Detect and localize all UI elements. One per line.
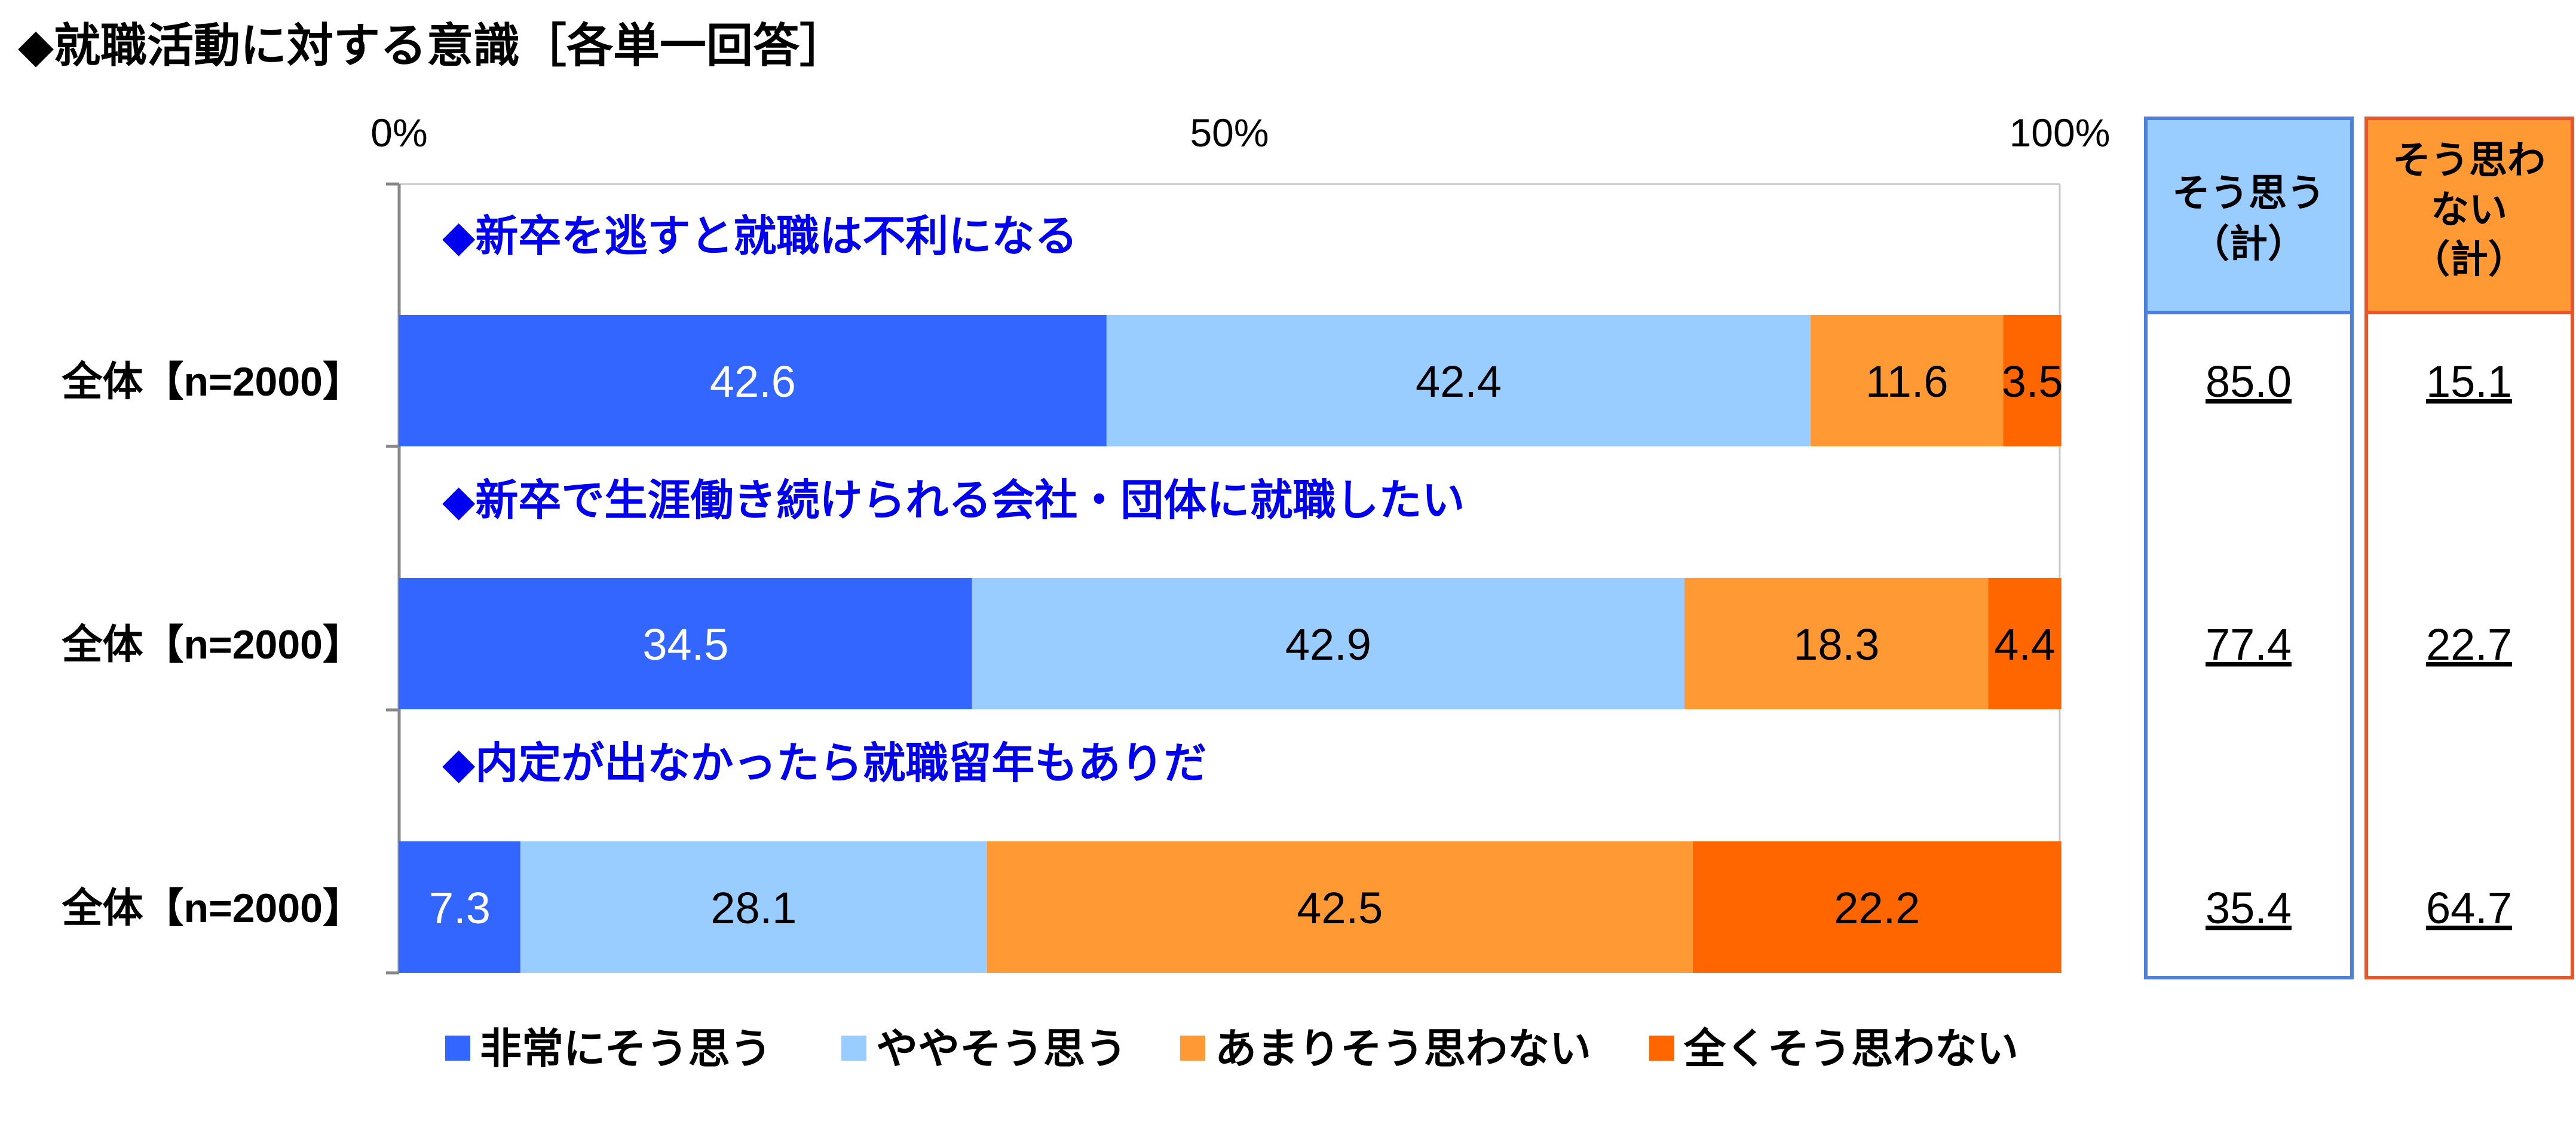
chart-title: ◆就職活動に対する意識［各単一回答］ <box>18 19 846 73</box>
question-label: ◆新卒で生涯働き続けられる会社・団体に就職したい <box>442 477 1465 525</box>
bar-segment <box>2003 315 2062 446</box>
question-label: ◆内定が出なかったら就職留年もありだ <box>442 740 1206 788</box>
x-tick-label: 0% <box>370 111 427 155</box>
disagree-header-label: そう思わ <box>2393 139 2546 182</box>
bar-segment <box>399 315 1107 446</box>
agree-header-label: そう思う <box>2172 172 2325 215</box>
disagree-total-value: 64.7 <box>2426 883 2512 933</box>
x-tick-label: 100% <box>2010 111 2111 155</box>
bar-value-label: 22.2 <box>1834 883 1920 933</box>
bar-segment <box>1692 841 2062 973</box>
bar-segment <box>399 841 520 973</box>
bar-value-label: 4.4 <box>1994 620 2056 669</box>
row-label: 全体【n=2000】 <box>61 359 363 405</box>
legend-swatch <box>445 1036 470 1061</box>
bar-segment <box>520 841 987 973</box>
bar-value-label: 18.3 <box>1793 620 1879 669</box>
bar-value-label: 42.6 <box>710 357 796 406</box>
legend-label: あまりそう思わない <box>1215 1025 1591 1072</box>
bar-value-label: 28.1 <box>710 883 797 933</box>
agree-summary-box <box>2144 117 2354 979</box>
legend-swatch <box>1180 1036 1205 1061</box>
bar-segment <box>987 841 1693 973</box>
bar-value-label: 7.3 <box>429 883 491 933</box>
bar-value-label: 3.5 <box>2002 357 2063 406</box>
agree-header-label: （計） <box>2191 222 2306 265</box>
x-tick-label: 50% <box>1190 111 1269 155</box>
bar-value-label: 42.9 <box>1285 620 1371 669</box>
bar-value-label: 42.4 <box>1416 357 1502 406</box>
legend-swatch <box>1649 1036 1674 1061</box>
bar-segment <box>399 578 972 709</box>
disagree-total-value: 15.1 <box>2426 357 2512 406</box>
bar-segment <box>1988 578 2062 709</box>
legend-label: ややそう思う <box>876 1025 1127 1072</box>
row-label: 全体【n=2000】 <box>61 886 363 931</box>
disagree-total-value: 22.7 <box>2426 620 2512 669</box>
question-label: ◆新卒を逃すと就職は不利になる <box>442 213 1077 261</box>
agree-total-value: 35.4 <box>2206 883 2292 933</box>
bar-value-label: 34.5 <box>642 620 728 669</box>
bar-segment <box>972 578 1684 709</box>
disagree-header-box <box>2366 118 2572 313</box>
agree-total-value: 85.0 <box>2206 357 2292 406</box>
agree-header-box <box>2146 118 2352 313</box>
bar-segment <box>1684 578 1989 709</box>
agree-total-value: 77.4 <box>2206 620 2292 669</box>
legend-label: 全くそう思わない <box>1683 1025 2018 1072</box>
bar-value-label: 42.5 <box>1297 883 1383 933</box>
bar-segment <box>1106 315 1811 446</box>
disagree-header-label: （計） <box>2412 238 2526 281</box>
row-label: 全体【n=2000】 <box>61 622 363 667</box>
legend-label: 非常にそう思う <box>480 1025 772 1072</box>
legend-swatch <box>841 1036 866 1061</box>
disagree-header-label: ない <box>2431 188 2507 231</box>
bar-value-label: 11.6 <box>1866 357 1949 406</box>
disagree-summary-box <box>2364 117 2574 979</box>
bar-segment <box>1811 315 2004 446</box>
